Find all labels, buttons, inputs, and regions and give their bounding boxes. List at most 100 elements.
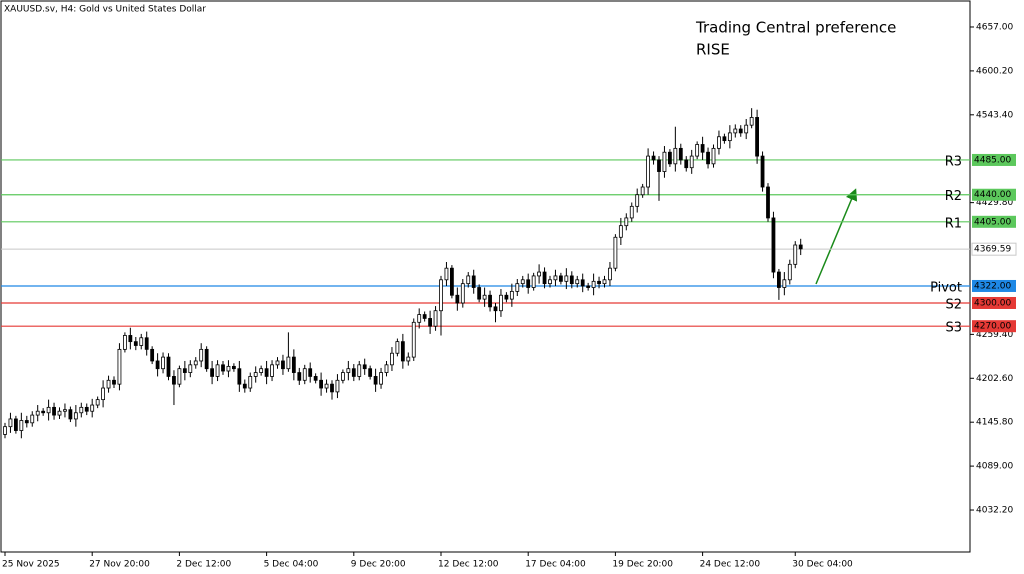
level-price-label: 4300.00 bbox=[974, 298, 1011, 308]
x-tick-label: 5 Dec 04:00 bbox=[264, 560, 319, 570]
candle-body bbox=[63, 409, 67, 412]
candle-body bbox=[777, 271, 781, 288]
y-tick-label: 4089.00 bbox=[976, 462, 1013, 472]
x-tick-label: 27 Nov 20:00 bbox=[89, 560, 150, 570]
candle-body bbox=[727, 132, 732, 142]
candle-body bbox=[177, 368, 182, 385]
candle-body bbox=[651, 155, 656, 161]
candle-body bbox=[30, 414, 35, 424]
candle-body bbox=[668, 151, 672, 165]
candle-body bbox=[706, 151, 710, 165]
y-tick-label: 4145.80 bbox=[976, 418, 1013, 428]
candle-body bbox=[335, 379, 340, 393]
candle-body bbox=[357, 364, 362, 377]
candle-body bbox=[700, 144, 705, 153]
level-name: R1 bbox=[945, 216, 962, 231]
candle-body bbox=[215, 364, 220, 377]
candle-body bbox=[35, 410, 40, 416]
candle-body bbox=[379, 372, 383, 385]
candle-body bbox=[210, 368, 215, 377]
candle-body bbox=[172, 376, 176, 385]
x-tick-label: 9 Dec 20:00 bbox=[351, 560, 406, 570]
candle-body bbox=[166, 356, 171, 377]
candle-body bbox=[760, 155, 765, 188]
candle-body bbox=[493, 306, 498, 312]
candle-body bbox=[106, 379, 111, 389]
x-tick-label: 19 Dec 20:00 bbox=[612, 560, 673, 570]
candle-body bbox=[199, 348, 204, 362]
price-box bbox=[972, 279, 1016, 292]
candle-body bbox=[406, 356, 411, 362]
candle-body bbox=[346, 368, 351, 373]
candle-body bbox=[678, 147, 683, 161]
candle-body bbox=[428, 318, 433, 327]
candle-body bbox=[793, 244, 798, 265]
candle-body bbox=[242, 383, 247, 389]
price-box bbox=[972, 188, 1016, 201]
candle-body bbox=[291, 356, 296, 373]
y-tick-label: 4657.00 bbox=[976, 22, 1013, 32]
candle-body bbox=[351, 368, 356, 377]
candle-body bbox=[618, 225, 623, 238]
price-box bbox=[972, 320, 1016, 333]
candle-body bbox=[46, 406, 51, 414]
candle-body bbox=[95, 399, 100, 406]
candle-body bbox=[504, 294, 509, 300]
candle-body bbox=[128, 335, 133, 343]
candle-body bbox=[580, 279, 585, 287]
candle-body bbox=[8, 418, 13, 428]
level-name: R3 bbox=[945, 154, 962, 169]
x-tick-label: 12 Dec 12:00 bbox=[438, 560, 499, 570]
candle-body bbox=[193, 360, 198, 366]
candle-body bbox=[41, 410, 46, 414]
candle-body bbox=[13, 418, 18, 431]
last-price-label: 4369.59 bbox=[974, 245, 1011, 255]
candle-body bbox=[84, 406, 89, 412]
candle-body bbox=[471, 275, 476, 288]
candle-body bbox=[586, 285, 591, 288]
candle-body bbox=[226, 365, 231, 372]
candle-body bbox=[624, 217, 629, 227]
candle-body bbox=[553, 275, 558, 281]
level-price-label: 4322.00 bbox=[974, 281, 1011, 291]
candle-body bbox=[117, 348, 122, 385]
candle-body bbox=[738, 128, 743, 134]
candle-body bbox=[150, 348, 155, 362]
candle-body bbox=[717, 136, 721, 149]
candle-body bbox=[395, 341, 400, 354]
candle-body bbox=[782, 279, 787, 288]
candle-body bbox=[744, 124, 749, 134]
plot-frame bbox=[0, 0, 971, 553]
candle-body bbox=[139, 337, 144, 346]
chart-title: XAUUSD.sv, H4: Gold vs United States Dol… bbox=[4, 5, 206, 15]
candle-body bbox=[384, 364, 389, 373]
candle-body bbox=[340, 372, 345, 381]
candle-body bbox=[248, 376, 253, 389]
candle-body bbox=[711, 147, 716, 165]
level-name: R2 bbox=[945, 189, 962, 204]
annotation: Trading Central preference bbox=[695, 19, 896, 37]
candle-body bbox=[564, 275, 569, 282]
candle-body bbox=[3, 426, 7, 435]
candle-body bbox=[52, 406, 56, 416]
candle-body bbox=[749, 117, 754, 126]
level-price-label: 4270.00 bbox=[974, 322, 1011, 332]
candle-body bbox=[390, 352, 394, 366]
y-tick-label: 4543.40 bbox=[976, 110, 1013, 120]
candle-body bbox=[400, 341, 405, 362]
x-tick-label: 2 Dec 12:00 bbox=[176, 560, 231, 570]
candle-body bbox=[526, 279, 531, 288]
candle-body bbox=[411, 321, 416, 358]
candle-body bbox=[286, 356, 291, 370]
candle-body bbox=[509, 290, 514, 300]
candle-body bbox=[613, 236, 618, 269]
candle-body bbox=[722, 136, 727, 142]
candle-body bbox=[548, 279, 552, 285]
candle-body bbox=[362, 364, 367, 370]
level-price-label: 4405.00 bbox=[974, 217, 1011, 227]
candle-body bbox=[373, 376, 378, 385]
candle-body bbox=[19, 420, 24, 431]
candle-body bbox=[591, 280, 596, 288]
candle-body bbox=[559, 275, 563, 282]
candle-body bbox=[90, 404, 95, 412]
